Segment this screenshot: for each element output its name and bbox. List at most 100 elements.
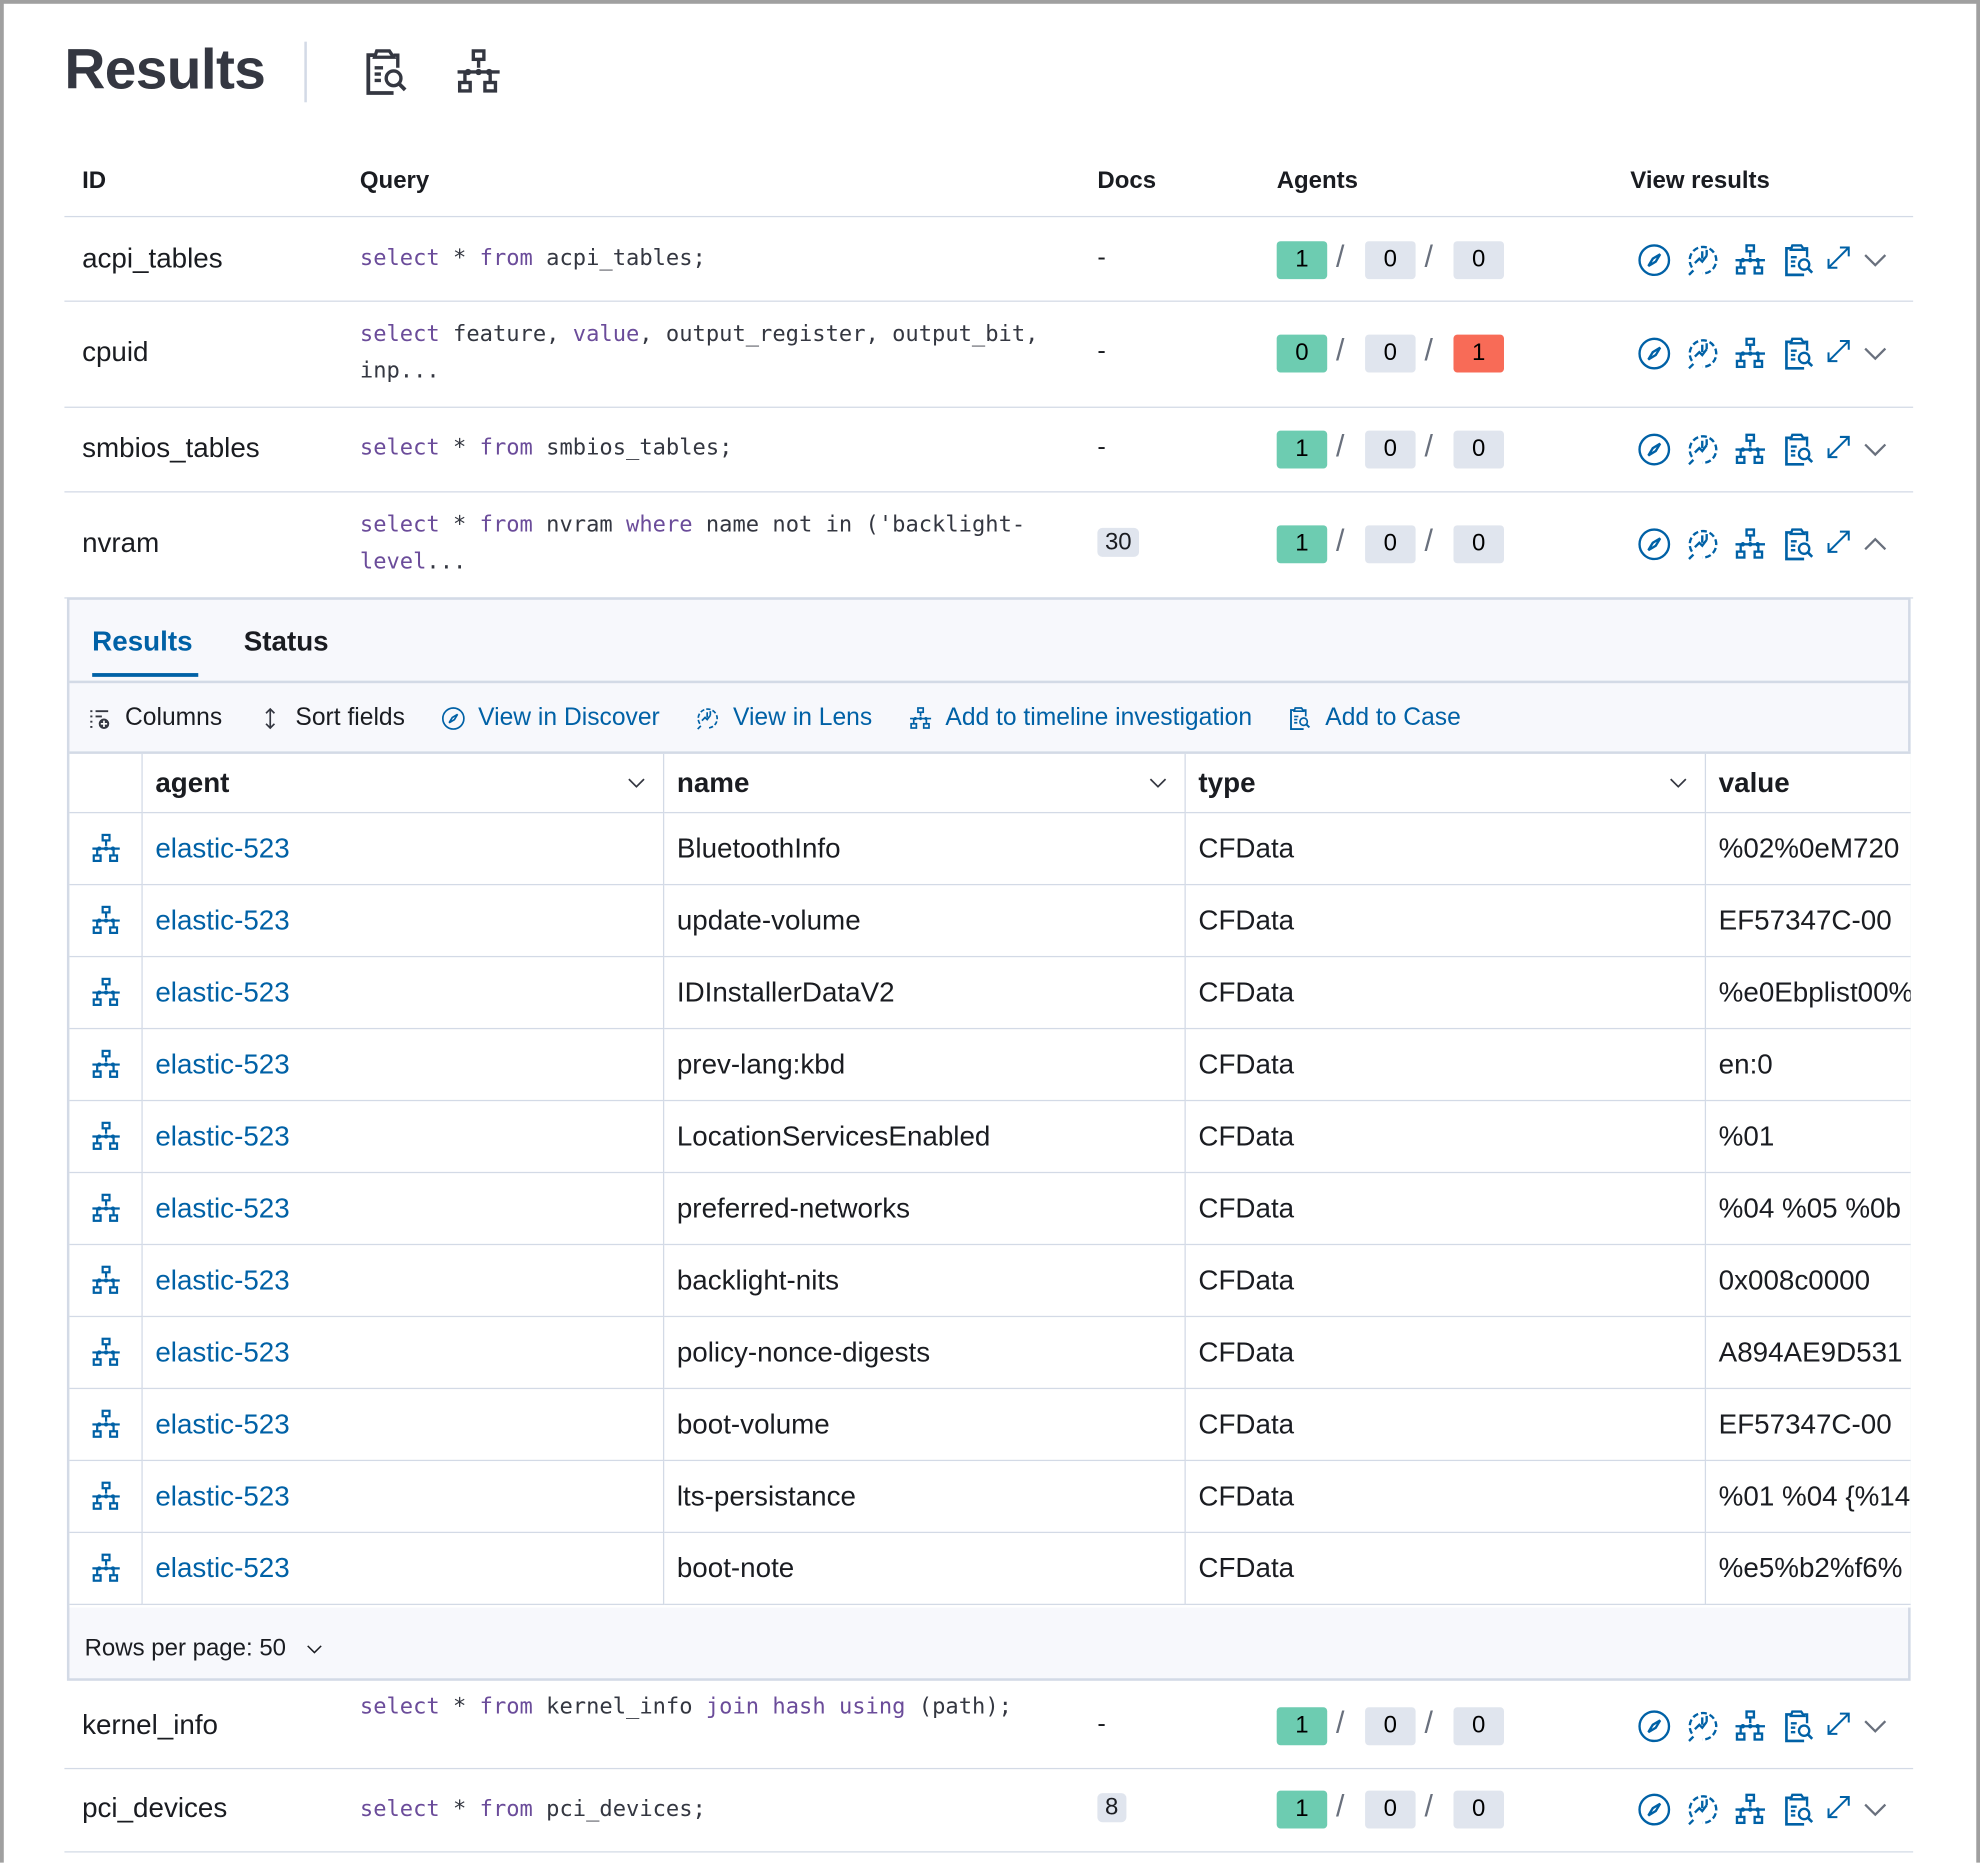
lens-icon[interactable]: [1685, 1708, 1720, 1743]
lens-icon[interactable]: [1685, 336, 1720, 371]
add-to-timeline-investigation-button[interactable]: Add to timeline investigation: [908, 703, 1252, 732]
agent-link[interactable]: elastic-523: [155, 1551, 290, 1584]
grid-cell-agent[interactable]: elastic-523: [142, 1029, 665, 1102]
grid-cell-agent[interactable]: elastic-523: [142, 1101, 665, 1174]
add-to-timeline-icon[interactable]: [89, 1336, 122, 1369]
view-in-lens-button[interactable]: View in Lens: [695, 703, 872, 732]
add-to-case-icon[interactable]: [1781, 242, 1816, 277]
add-to-timeline-icon[interactable]: [89, 1120, 122, 1153]
column-header-docs[interactable]: Docs: [1097, 167, 1157, 195]
expand-icon[interactable]: [1823, 527, 1853, 557]
clipboard-search-icon[interactable]: [360, 47, 411, 98]
grid-cell-agent[interactable]: elastic-523: [142, 1461, 665, 1534]
agent-link[interactable]: elastic-523: [155, 1048, 290, 1080]
grid-column-header-name[interactable]: name: [664, 753, 1186, 814]
cell-value: %01: [1718, 1120, 1775, 1152]
timeline-icon[interactable]: [1733, 242, 1768, 277]
agent-link[interactable]: elastic-523: [155, 1264, 290, 1296]
add-to-timeline-icon[interactable]: [89, 1408, 122, 1441]
view-in-discover-button[interactable]: View in Discover: [440, 703, 660, 732]
grid-column-header-value[interactable]: value: [1706, 754, 1911, 814]
chevron-down-icon[interactable]: [625, 772, 648, 795]
lens-icon[interactable]: [1685, 431, 1720, 466]
agent-link[interactable]: elastic-523: [155, 832, 290, 864]
expand-icon[interactable]: [1823, 242, 1853, 272]
add-to-case-button[interactable]: Add to Case: [1287, 703, 1461, 732]
rows-per-page-button[interactable]: Rows per page: 50: [85, 1635, 324, 1663]
agents-pending-badge: 0: [1365, 525, 1416, 564]
discover-compass-icon[interactable]: [1637, 242, 1672, 277]
chevron-down-icon[interactable]: [1860, 1710, 1890, 1740]
add-to-timeline-icon[interactable]: [89, 904, 122, 937]
discover-compass-icon[interactable]: [1637, 1708, 1672, 1743]
query-token: pci_devices;: [532, 1796, 706, 1822]
grid-cell-agent[interactable]: elastic-523: [142, 813, 665, 886]
add-to-case-icon[interactable]: [1781, 336, 1816, 371]
expand-icon[interactable]: [1823, 336, 1853, 366]
add-to-timeline-icon[interactable]: [89, 1480, 122, 1513]
chevron-down-icon[interactable]: [1667, 772, 1690, 795]
chevron-up-icon[interactable]: [1860, 529, 1890, 559]
add-to-timeline-icon[interactable]: [89, 1552, 122, 1585]
timeline-icon[interactable]: [1733, 1792, 1768, 1827]
add-to-timeline-icon[interactable]: [89, 832, 122, 865]
discover-compass-icon[interactable]: [1637, 431, 1672, 466]
separator: /: [1336, 1789, 1345, 1824]
timeline-icon[interactable]: [1733, 431, 1768, 466]
discover-compass-icon[interactable]: [1637, 527, 1672, 562]
agent-link[interactable]: elastic-523: [155, 1336, 290, 1368]
discover-compass-icon[interactable]: [1637, 1792, 1672, 1827]
agent-link[interactable]: elastic-523: [155, 1480, 290, 1512]
agent-link[interactable]: elastic-523: [155, 1120, 290, 1152]
query-token: (path);: [905, 1694, 1012, 1720]
chevron-down-icon[interactable]: [1147, 772, 1170, 795]
tab-results[interactable]: Results: [92, 625, 193, 657]
agent-link[interactable]: elastic-523: [155, 904, 290, 936]
grid-column-header-agent[interactable]: agent: [142, 753, 665, 814]
grid-cell-agent[interactable]: elastic-523: [142, 1173, 665, 1246]
grid-cell-agent[interactable]: elastic-523: [142, 885, 665, 958]
tab-status[interactable]: Status: [243, 625, 329, 657]
add-to-timeline-icon[interactable]: [89, 1048, 122, 1081]
timeline-icon[interactable]: [1733, 527, 1768, 562]
grid-cell-agent[interactable]: elastic-523: [142, 1317, 665, 1390]
columns-button[interactable]: Columns: [87, 703, 222, 732]
agent-link[interactable]: elastic-523: [155, 1192, 290, 1224]
add-to-timeline-icon[interactable]: [89, 1192, 122, 1225]
lens-icon[interactable]: [1685, 527, 1720, 562]
column-header-agents[interactable]: Agents: [1276, 167, 1359, 195]
timeline-icon[interactable]: [453, 47, 504, 98]
lens-icon[interactable]: [1685, 1792, 1720, 1827]
chevron-down-icon[interactable]: [1860, 244, 1890, 274]
chevron-down-icon[interactable]: [1860, 1794, 1890, 1824]
discover-compass-icon[interactable]: [1637, 336, 1672, 371]
grid-cell-agent[interactable]: elastic-523: [142, 957, 665, 1030]
grid-cell-value: EF57347C-00: [1706, 885, 1911, 958]
cell-value: en:0: [1718, 1048, 1773, 1080]
grid-cell-agent[interactable]: elastic-523: [142, 1533, 665, 1606]
agent-link[interactable]: elastic-523: [155, 976, 290, 1008]
timeline-icon[interactable]: [1733, 336, 1768, 371]
sort-fields-button[interactable]: Sort fields: [258, 703, 405, 732]
chevron-down-icon[interactable]: [1860, 434, 1890, 464]
add-to-timeline-icon[interactable]: [89, 976, 122, 1009]
grid-column-header-type[interactable]: type: [1185, 753, 1707, 814]
add-to-case-icon[interactable]: [1781, 527, 1816, 562]
expand-icon[interactable]: [1823, 1792, 1853, 1822]
lens-icon[interactable]: [1685, 242, 1720, 277]
expand-icon[interactable]: [1823, 1708, 1853, 1738]
grid-cell-agent[interactable]: elastic-523: [142, 1245, 665, 1318]
timeline-icon[interactable]: [1733, 1708, 1768, 1743]
chevron-down-icon[interactable]: [1860, 338, 1890, 368]
expand-icon[interactable]: [1823, 431, 1853, 461]
query-keyword: where: [626, 512, 693, 538]
add-to-case-icon[interactable]: [1781, 1708, 1816, 1743]
grid-cell-agent[interactable]: elastic-523: [142, 1389, 665, 1462]
add-to-case-icon[interactable]: [1781, 1792, 1816, 1827]
add-to-case-icon[interactable]: [1781, 431, 1816, 466]
column-header-id[interactable]: ID: [82, 167, 107, 195]
agent-link[interactable]: elastic-523: [155, 1408, 290, 1440]
query-keyword: select: [359, 1796, 440, 1822]
add-to-timeline-icon[interactable]: [89, 1264, 122, 1297]
column-header-query[interactable]: Query: [359, 167, 430, 195]
